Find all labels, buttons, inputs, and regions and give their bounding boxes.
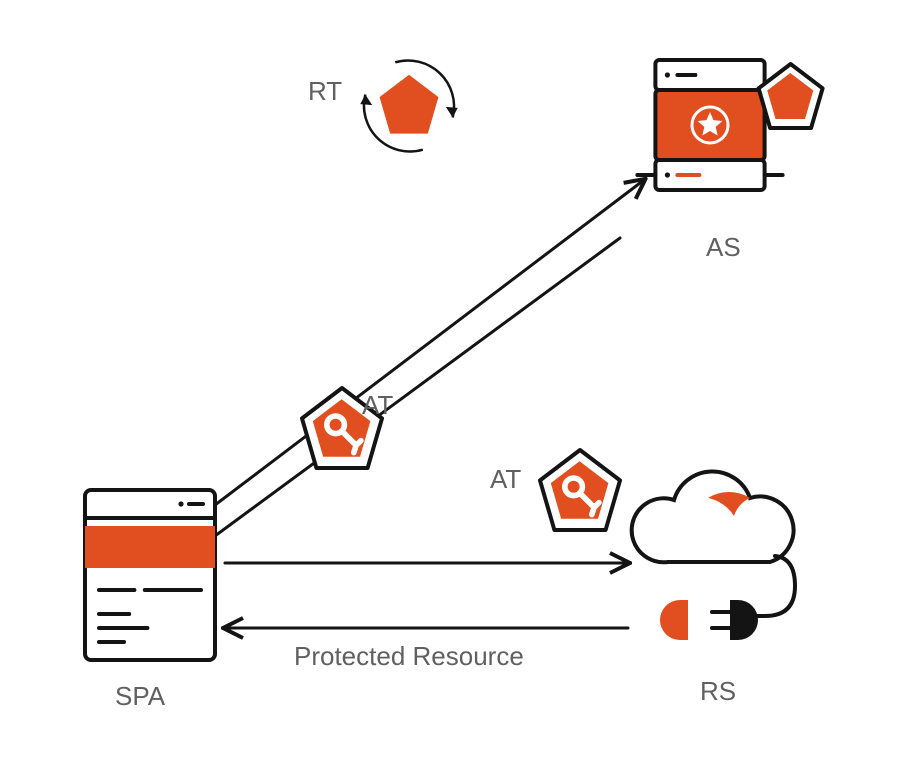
access-token-right-icon (540, 450, 620, 530)
rs-node (632, 471, 795, 640)
spa-label: SPA (115, 681, 166, 711)
rt-label: RT (308, 76, 342, 106)
protected-resource-label: Protected Resource (294, 641, 524, 671)
diagram-canvas: SPA AS RS RT AT AT Protected Resource (0, 0, 900, 764)
spa-node (85, 490, 215, 660)
rs-label: RS (700, 676, 736, 706)
refresh-token-icon (360, 60, 458, 151)
as-label: AS (706, 232, 741, 262)
at-left-label: AT (362, 390, 393, 420)
at-right-label: AT (490, 464, 521, 494)
as-node (637, 60, 822, 190)
